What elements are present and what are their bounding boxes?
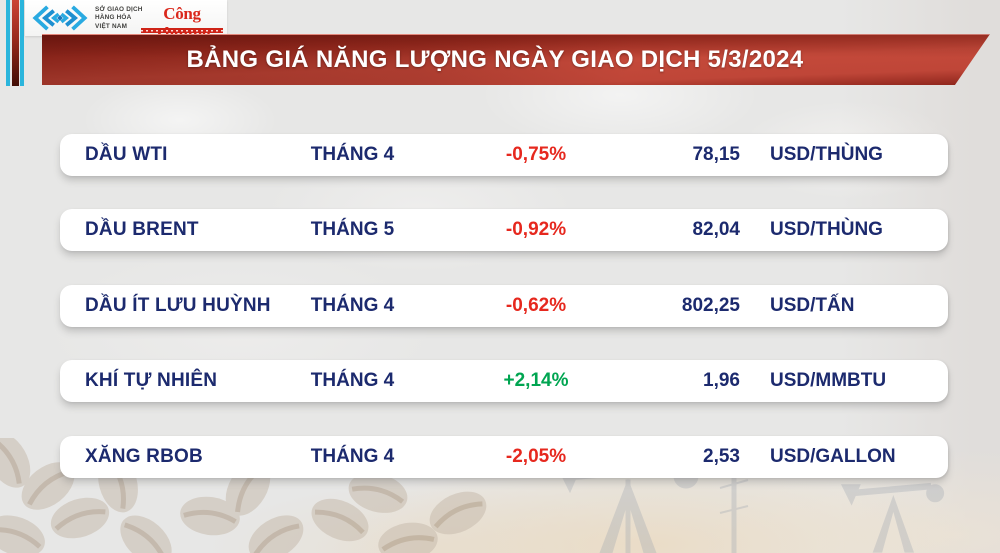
price-unit: USD/MMBTU	[770, 370, 887, 391]
contract-month: THÁNG 5	[310, 219, 395, 240]
change-cell: -0,92%	[505, 219, 567, 240]
table-row: DẦU ÍT LƯU HUỲNH THÁNG 4 -0,62% 802,25 U…	[60, 285, 948, 327]
table-row: XĂNG RBOB THÁNG 4 -2,05% 2,53 USD/GALLON	[60, 436, 948, 478]
left-accent-stripe-cyan-inner	[20, 0, 24, 86]
oil-pumpjack-image	[557, 468, 945, 553]
logo-bar: SỞ GIAO DỊCH HÀNG HÓA VIỆT NAM Công Thươ…	[25, 0, 227, 43]
price-unit: USD/GALLON	[770, 446, 896, 467]
change-cell: -0,62%	[505, 295, 567, 316]
commodity-name: DẦU BRENT	[85, 219, 199, 240]
page-title: BẢNG GIÁ NĂNG LƯỢNG NGÀY GIAO DỊCH 5/3/2…	[186, 46, 804, 73]
price-unit: USD/THÙNG	[770, 144, 883, 165]
commodity-name: DẦU ÍT LƯU HUỲNH	[85, 295, 271, 316]
title-banner: BẢNG GIÁ NĂNG LƯỢNG NGÀY GIAO DỊCH 5/3/2…	[42, 34, 990, 85]
table-row: KHÍ TỰ NHIÊN THÁNG 4 +2,14% 1,96 USD/MMB…	[60, 360, 948, 402]
left-accent-stripe-red	[12, 0, 19, 86]
contract-month: THÁNG 4	[310, 370, 395, 391]
commodity-name: KHÍ TỰ NHIÊN	[85, 370, 218, 391]
price-value: 2,53	[703, 446, 740, 467]
mxv-exchange-logo-icon	[32, 5, 88, 31]
commodity-name: DẦU WTI	[85, 144, 168, 165]
price-unit: USD/TẤN	[770, 295, 855, 316]
price-value: 802,25	[681, 295, 740, 316]
table-row: DẦU WTI THÁNG 4 -0,75% 78,15 USD/THÙNG	[60, 134, 948, 176]
commodity-name: XĂNG RBOB	[85, 446, 203, 467]
change-cell: -2,05%	[505, 446, 567, 467]
contract-month: THÁNG 4	[310, 446, 395, 467]
price-unit: USD/THÙNG	[770, 219, 883, 240]
change-cell: -0,75%	[505, 144, 567, 165]
exchange-name-label: SỞ GIAO DỊCH HÀNG HÓA VIỆT NAM	[95, 6, 143, 30]
table-row: DẦU BRENT THÁNG 5 -0,92% 82,04 USD/THÙNG	[60, 209, 948, 251]
price-value: 82,04	[692, 219, 740, 240]
cong-thuong-tagline-bar	[141, 28, 223, 33]
change-cell: +2,14%	[503, 370, 569, 391]
contract-month: THÁNG 4	[310, 144, 395, 165]
contract-month: THÁNG 4	[310, 295, 395, 316]
left-accent-stripe-cyan	[6, 0, 10, 86]
price-value: 78,15	[692, 144, 740, 165]
price-value: 1,96	[703, 370, 740, 391]
